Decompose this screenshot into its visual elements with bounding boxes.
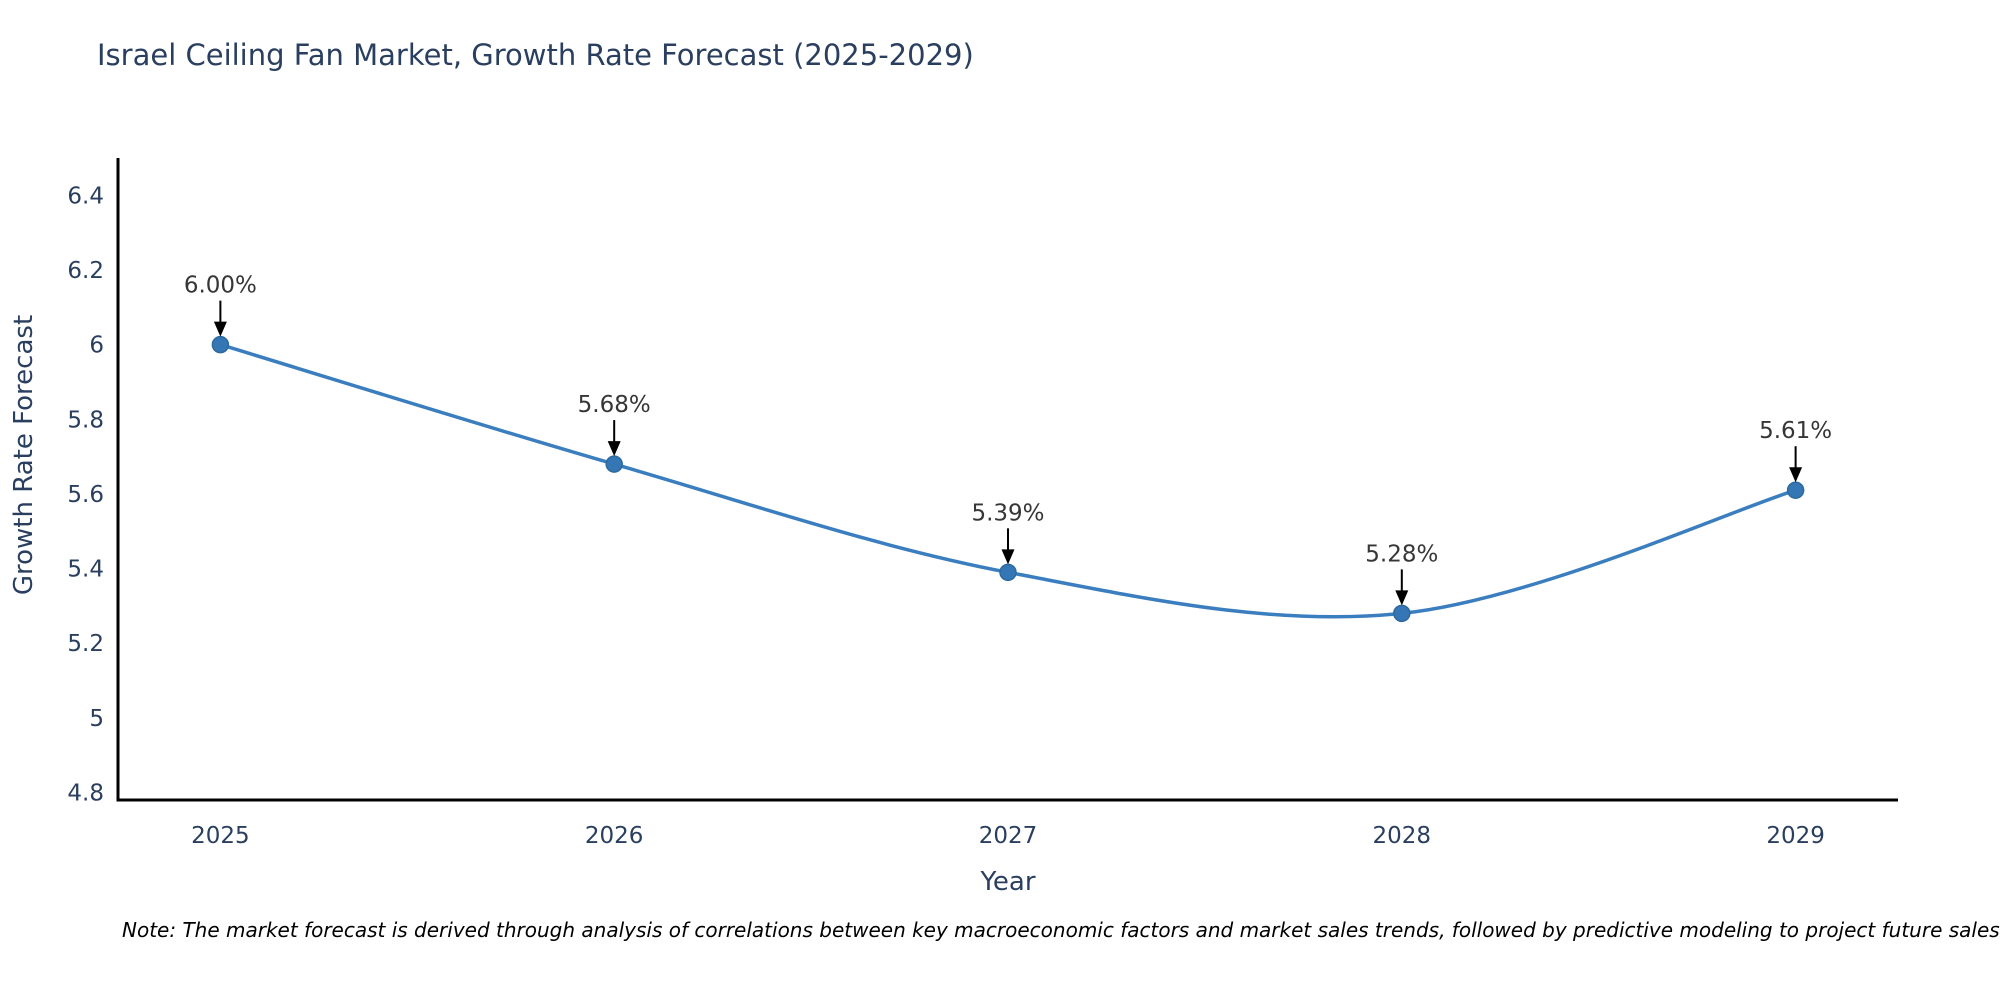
y-tick-label: 6	[89, 333, 104, 359]
point-annotation: 5.39%	[971, 500, 1045, 565]
y-tick-label: 6.4	[67, 183, 104, 209]
y-tick-label: 5.6	[67, 482, 104, 508]
point-annotation: 6.00%	[184, 273, 257, 337]
point-annotation: 5.28%	[1365, 541, 1438, 606]
data-point-marker	[999, 563, 1017, 582]
y-tick-labels: 4.8 5 5.2 5.4 5.6 5.8 6 6.2 6.4	[67, 183, 104, 806]
annotation-arrowhead	[213, 321, 227, 337]
axes	[116, 158, 1898, 802]
x-tick-label: 2027	[979, 823, 1038, 849]
x-tick-label: 2028	[1373, 823, 1432, 849]
point-annotation: 5.61%	[1759, 418, 1832, 483]
point-annotations: 6.00% 5.68% 5.39% 5.28% 5.61%	[184, 273, 1832, 606]
annotation-label: 6.00%	[184, 273, 257, 299]
x-axis-title: Year	[979, 867, 1035, 897]
y-axis-title: Growth Rate Forecast	[9, 315, 39, 595]
point-annotation: 5.68%	[578, 392, 651, 457]
x-tick-label: 2025	[191, 823, 250, 849]
chart-title: Israel Ceiling Fan Market, Growth Rate F…	[97, 38, 974, 72]
x-tick-label: 2026	[585, 823, 644, 849]
annotation-label: 5.39%	[971, 500, 1044, 526]
x-tick-labels: 2025 2026 2027 2028 2029	[191, 823, 1825, 849]
x-tick-label: 2029	[1766, 823, 1825, 849]
y-tick-label: 5.8	[67, 407, 104, 433]
annotation-arrowhead	[607, 441, 621, 457]
data-point-marker	[1393, 604, 1411, 623]
y-tick-label: 6.2	[67, 258, 104, 284]
y-tick-label: 5.2	[67, 631, 104, 657]
data-point-marker	[605, 455, 623, 473]
y-tick-label: 5	[89, 706, 104, 732]
data-point-marker	[1786, 481, 1805, 499]
footnote: Note: The market forecast is derived thr…	[122, 918, 2000, 942]
y-tick-label: 4.8	[67, 781, 104, 807]
annotation-label: 5.61%	[1759, 418, 1832, 444]
annotation-label: 5.28%	[1365, 541, 1438, 567]
annotation-arrowhead	[1001, 549, 1015, 565]
data-point-marker	[211, 335, 230, 354]
annotation-arrowhead	[1395, 590, 1409, 606]
y-tick-label: 5.4	[67, 557, 104, 583]
data-point-markers	[211, 335, 1805, 623]
annotation-arrowhead	[1789, 467, 1803, 483]
annotation-label: 5.68%	[578, 392, 651, 418]
